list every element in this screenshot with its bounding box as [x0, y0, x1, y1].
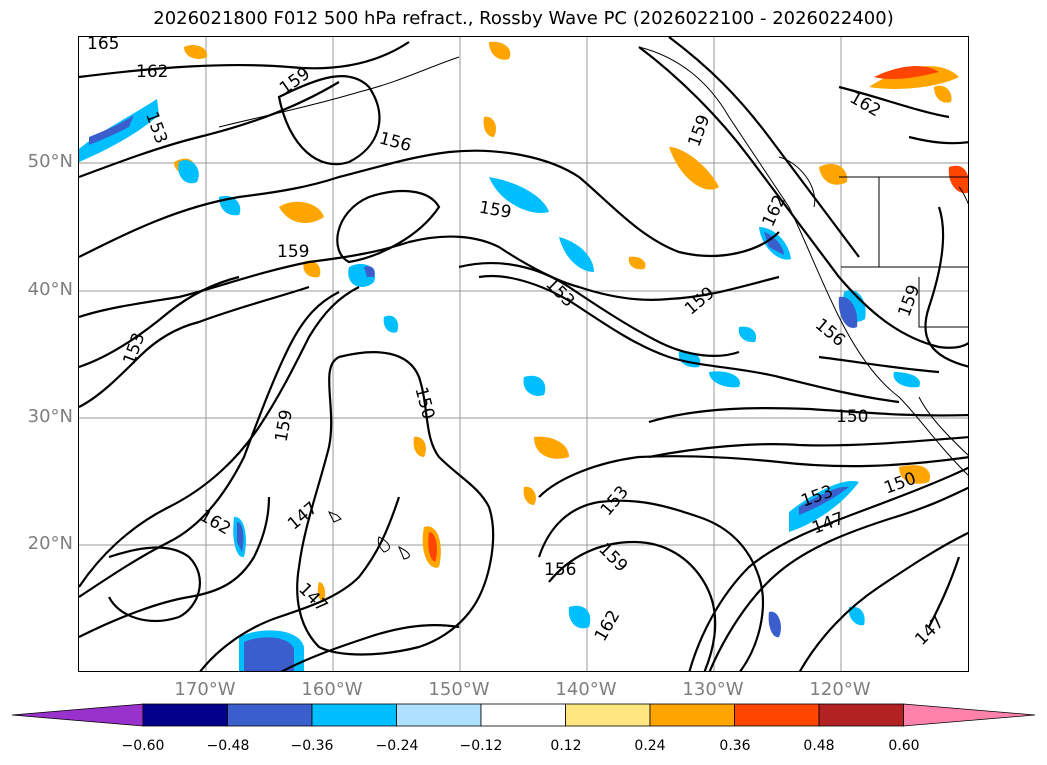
colorbar-segment: [734, 703, 820, 727]
contour-label: 162: [196, 506, 234, 540]
contour-label: 159: [277, 242, 309, 262]
colorbar-tick-label: 0.24: [634, 738, 666, 754]
contour-label: 147: [911, 613, 948, 650]
colorbar: [11, 703, 1036, 727]
colorbar-tick-label: 0.36: [719, 738, 751, 754]
contour-label: 159: [477, 198, 512, 223]
contour-label: 156: [544, 560, 576, 580]
colorbar-segment: [649, 703, 735, 727]
contour-label: 147: [284, 498, 322, 534]
lon-label-160w: 160°W: [301, 679, 363, 700]
colorbar-segment: [396, 703, 482, 727]
map-panel: 165 162 159 153 156 159 159 159 153 159 …: [78, 36, 969, 672]
colorbar-segment: [818, 703, 904, 727]
contour-label: 153: [597, 482, 633, 520]
contour-label: 162: [591, 607, 625, 645]
colorbar-tick-label: 0.12: [550, 738, 582, 754]
plot-title: 2026021800 F012 500 hPa refract., Rossby…: [153, 8, 894, 29]
colorbar-segment: [480, 703, 566, 727]
height-contours: [79, 37, 968, 671]
contour-label: 162: [846, 88, 884, 122]
lon-label-120w: 120°W: [809, 679, 871, 700]
contour-label: 159: [681, 283, 719, 319]
contour-label: 153: [119, 330, 149, 367]
colorbar-tick-label: −0.12: [459, 738, 503, 754]
refractivity-anomaly-fills: [79, 41, 968, 671]
contour-labels: 165 162 159 153 156 159 159 159 153 159 …: [87, 37, 948, 650]
lon-label-150w: 150°W: [428, 679, 490, 700]
contour-label: 159: [272, 408, 297, 443]
colorbar-segment: [227, 703, 313, 727]
colorbar-segment: [311, 703, 397, 727]
lon-label-130w: 130°W: [682, 679, 744, 700]
lat-label-40n: 40°N: [27, 279, 73, 300]
lat-label-20n: 20°N: [27, 533, 73, 554]
contour-label: 162: [136, 62, 168, 82]
contour-label: 150: [410, 385, 438, 422]
coastlines: [218, 46, 968, 560]
colorbar-tick-label: −0.48: [206, 738, 250, 754]
contour-label: 159: [684, 112, 714, 149]
lon-label-140w: 140°W: [555, 679, 617, 700]
contour-label: 159: [894, 282, 924, 319]
colorbar-extend-max: [903, 703, 1036, 727]
lat-label-50n: 50°N: [27, 151, 73, 172]
map-canvas: 165 162 159 153 156 159 159 159 153 159 …: [79, 37, 968, 671]
contour-label: 156: [377, 128, 414, 156]
colorbar-tick-label: 0.60: [888, 738, 920, 754]
lat-label-30n: 30°N: [27, 406, 73, 427]
colorbar-extend-min: [11, 703, 144, 727]
contour-label: 150: [881, 469, 918, 499]
colorbar-segment: [142, 703, 228, 727]
colorbar-tick-label: 0.48: [803, 738, 835, 754]
lon-label-170w: 170°W: [174, 679, 236, 700]
contour-label: 150: [836, 407, 868, 427]
colorbar-tick-label: −0.60: [121, 738, 165, 754]
colorbar-tick-label: −0.36: [290, 738, 334, 754]
contour-label: 153: [141, 109, 171, 146]
graticule: [79, 37, 968, 671]
contour-label: 153: [541, 274, 578, 311]
colorbar-tick-label: −0.24: [375, 738, 419, 754]
contour-label: 165: [87, 37, 119, 54]
contour-label: 162: [759, 192, 791, 230]
colorbar-segment: [565, 703, 651, 727]
